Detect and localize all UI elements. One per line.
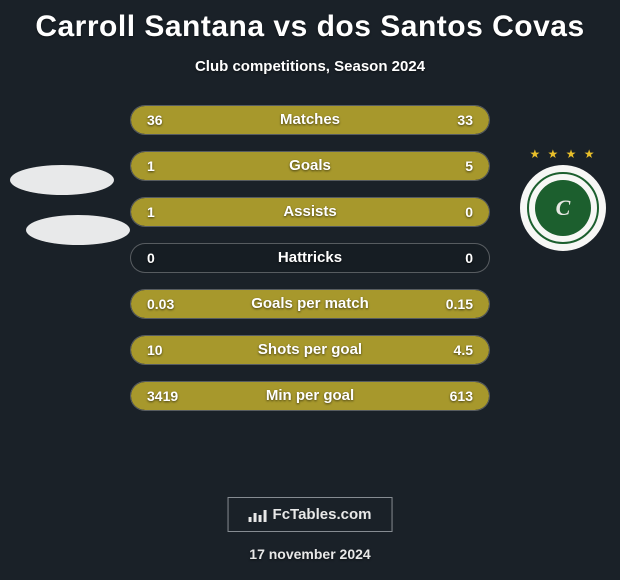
page-title: Carroll Santana vs dos Santos Covas bbox=[0, 0, 620, 44]
stat-row: Matches3633 bbox=[130, 105, 490, 135]
comparison-stage: ★ ★ ★ ★ C Matches3633 Goals15 Assists10 Hat… bbox=[0, 105, 620, 445]
subtitle: Club competitions, Season 2024 bbox=[0, 58, 620, 75]
footer-brand: FcTables.com bbox=[228, 497, 393, 532]
stat-row: Goals per match0.030.15 bbox=[130, 289, 490, 319]
date-label: 17 november 2024 bbox=[0, 546, 620, 562]
stat-value-left: 0 bbox=[147, 244, 155, 272]
stat-fill-right bbox=[317, 106, 489, 134]
stat-fill-right bbox=[435, 382, 489, 410]
stat-row: Shots per goal104.5 bbox=[130, 335, 490, 365]
stat-fill-left bbox=[131, 382, 435, 410]
badge-stars: ★ ★ ★ ★ bbox=[520, 147, 606, 161]
chart-icon bbox=[249, 508, 267, 522]
stat-label: Hattricks bbox=[131, 244, 489, 272]
stat-fill-left bbox=[131, 198, 489, 226]
player-badge-left bbox=[10, 165, 110, 265]
stat-fill-right bbox=[192, 152, 489, 180]
footer-label: FcTables.com bbox=[273, 506, 372, 523]
stat-fill-right bbox=[378, 336, 489, 364]
stat-fill-right bbox=[192, 290, 489, 318]
placeholder-ellipse bbox=[26, 215, 130, 245]
stat-row: Goals15 bbox=[130, 151, 490, 181]
stat-row: Hattricks0 0 bbox=[130, 243, 490, 273]
stat-fill-left bbox=[131, 290, 192, 318]
stat-row: Min per goal3419613 bbox=[130, 381, 490, 411]
stat-value-right: 0 bbox=[465, 244, 473, 272]
stat-bars: Matches3633 Goals15 Assists10 Hattricks0 0 Go… bbox=[130, 105, 490, 427]
stat-row: Assists10 bbox=[130, 197, 490, 227]
badge-ring: C bbox=[527, 172, 599, 244]
stat-fill-left bbox=[131, 336, 378, 364]
player-badge-right: ★ ★ ★ ★ C bbox=[520, 165, 606, 251]
stat-fill-left bbox=[131, 106, 317, 134]
stat-fill-left bbox=[131, 152, 192, 180]
badge-initial: C bbox=[535, 180, 591, 236]
placeholder-ellipse bbox=[10, 165, 114, 195]
